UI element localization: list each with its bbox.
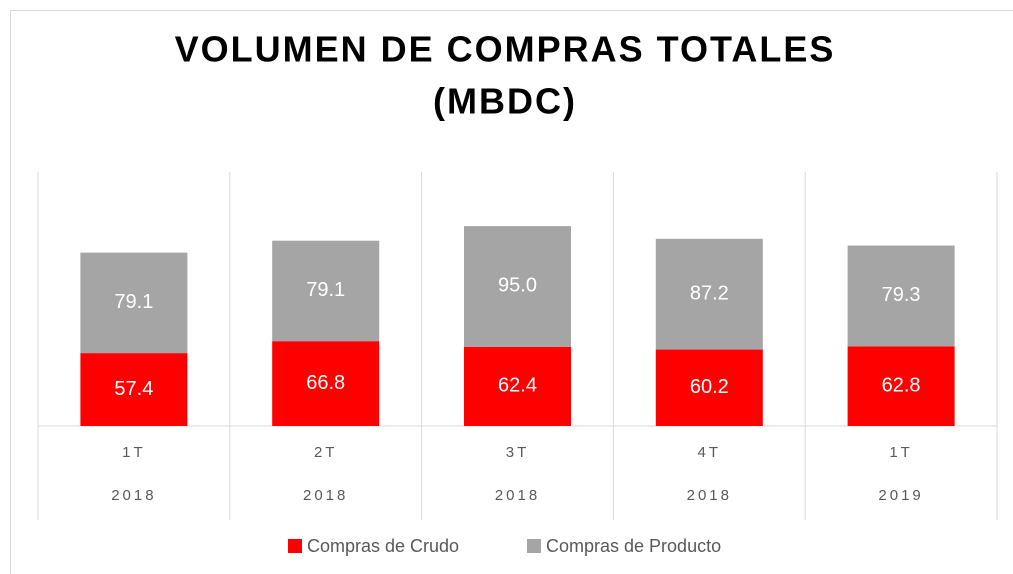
x-group-label: 2019 — [878, 487, 923, 504]
bar-segment — [847, 245, 955, 347]
bar-segment — [655, 349, 763, 426]
x-tick-label: 2T — [314, 444, 338, 461]
data-label: 95.0 — [498, 275, 537, 297]
data-label: 87.2 — [690, 282, 729, 304]
bar-segment — [80, 353, 188, 426]
data-label: 79.1 — [114, 291, 153, 313]
data-label: 62.4 — [498, 375, 537, 397]
bar-segment — [655, 238, 763, 350]
chart-title: (MBDC) — [433, 81, 577, 122]
data-label: 79.3 — [882, 284, 921, 306]
x-group-label: 2018 — [687, 487, 732, 504]
data-label: 66.8 — [306, 372, 345, 394]
bar-segment — [464, 346, 571, 426]
bar-segment — [847, 346, 955, 426]
bar-segment — [272, 240, 380, 342]
legend-label: Compras de Producto — [546, 536, 721, 556]
data-label: 57.4 — [114, 378, 153, 400]
x-group-label: 2018 — [303, 487, 348, 504]
data-label: 60.2 — [690, 376, 729, 398]
x-tick-label: 4T — [698, 444, 722, 461]
data-label: 79.1 — [306, 279, 345, 301]
x-tick-label: 3T — [506, 444, 530, 461]
x-group-label: 2018 — [111, 487, 156, 504]
bar-segment — [272, 341, 380, 426]
chart-title: VOLUMEN DE COMPRAS TOTALES — [175, 29, 836, 70]
legend-label: Compras de Crudo — [307, 536, 459, 556]
bar-segment — [464, 226, 571, 347]
legend-swatch — [288, 539, 302, 553]
x-group-label: 2018 — [495, 487, 540, 504]
chart-frame — [10, 10, 1013, 574]
x-tick-label: 1T — [889, 444, 913, 461]
bar-segment — [80, 252, 188, 354]
legend-swatch — [527, 539, 541, 553]
data-label: 62.8 — [882, 374, 921, 396]
x-tick-label: 1T — [122, 444, 146, 461]
